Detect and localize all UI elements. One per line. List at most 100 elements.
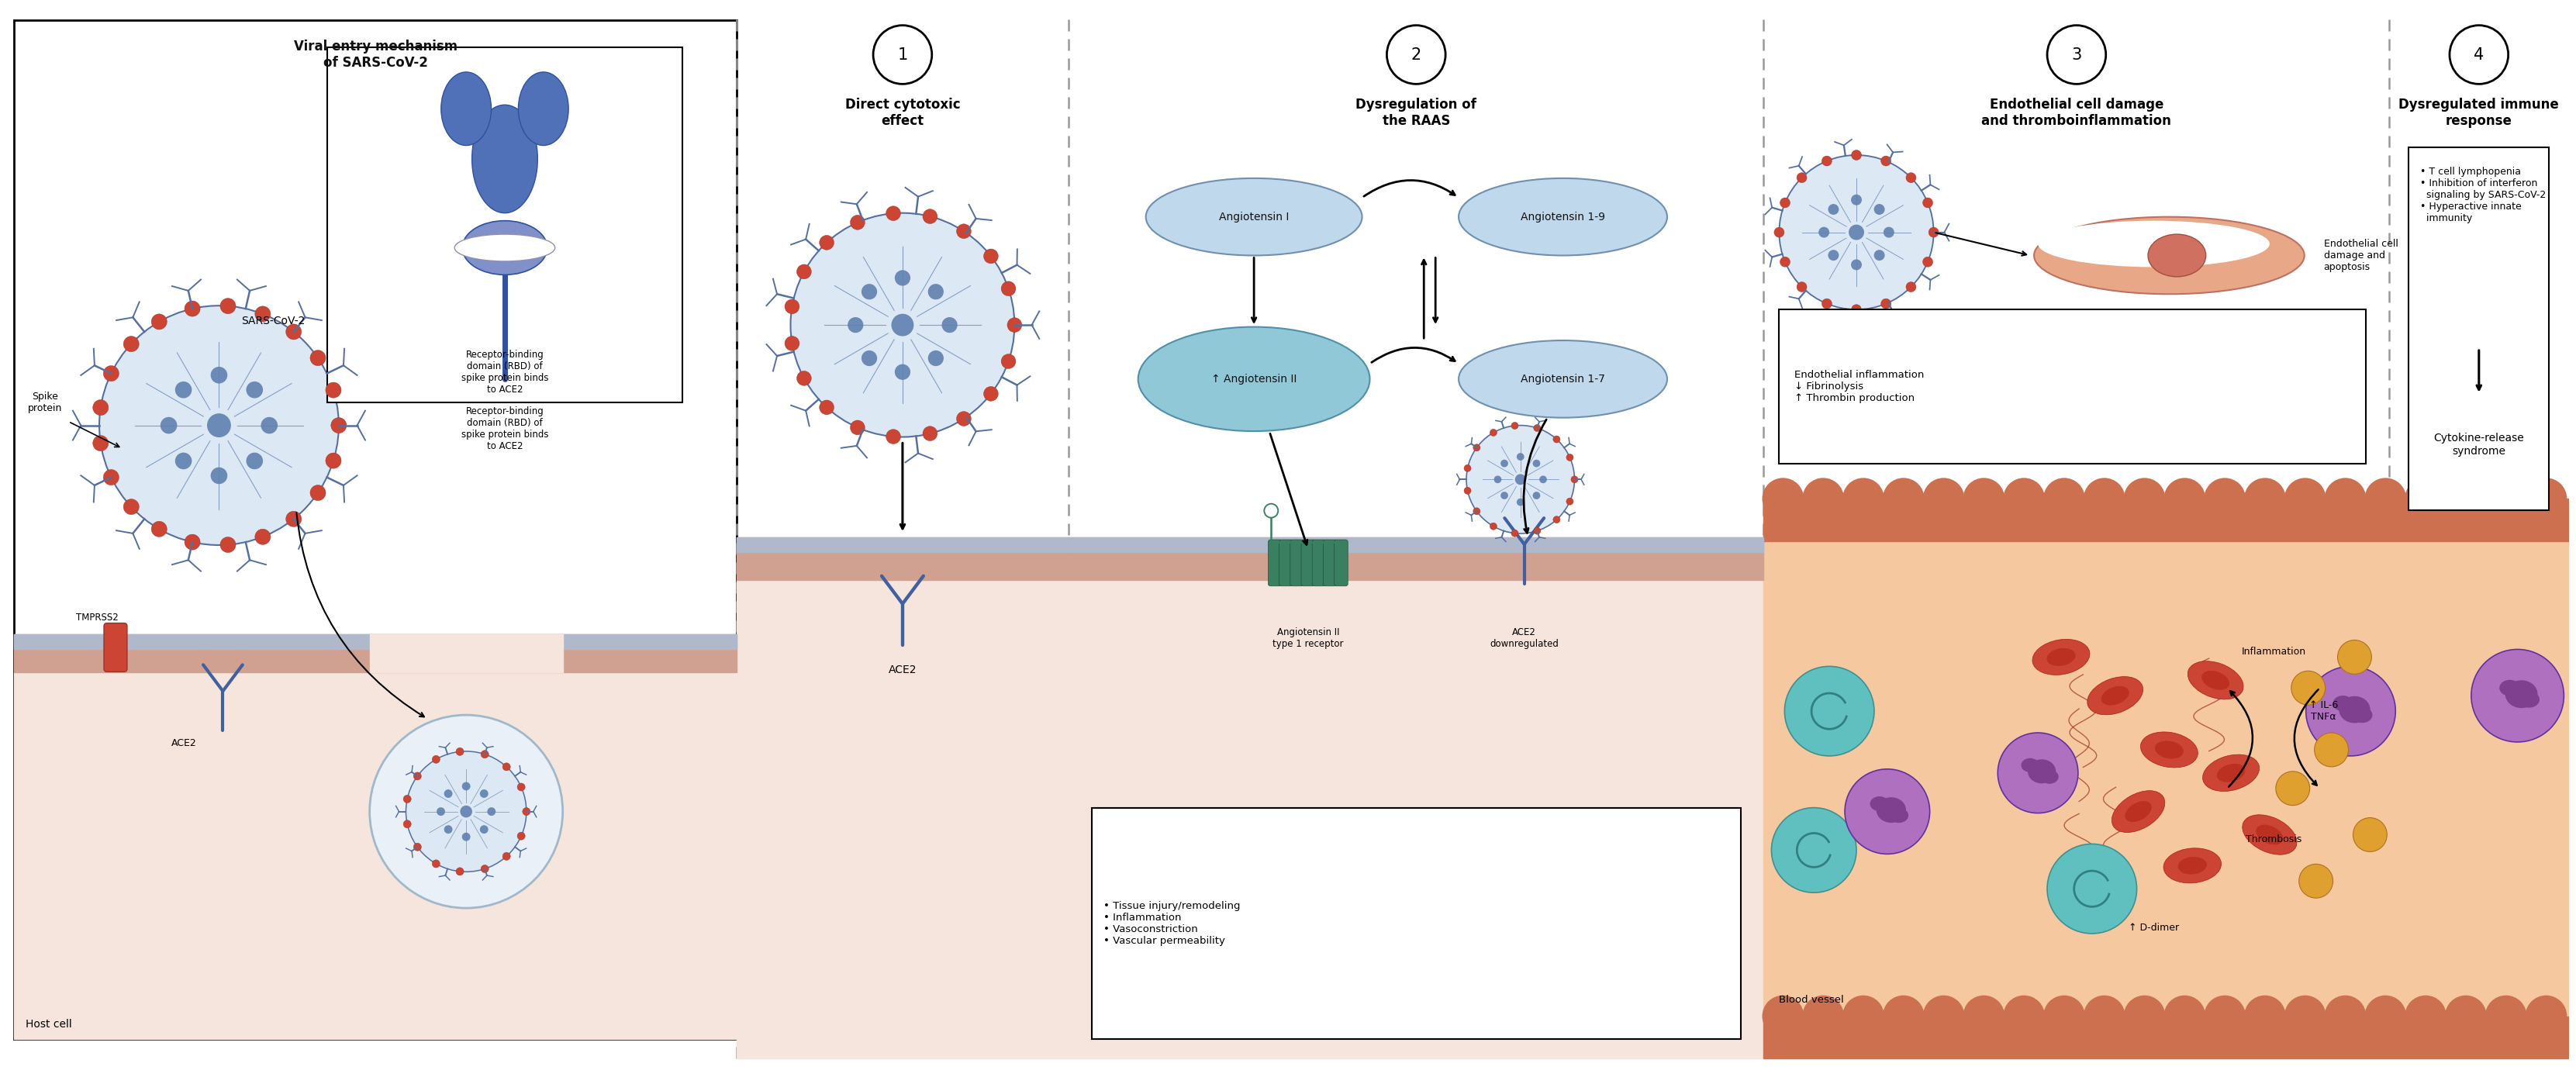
Circle shape <box>1922 257 1932 267</box>
Circle shape <box>2043 995 2084 1037</box>
Circle shape <box>502 763 510 771</box>
Circle shape <box>1494 476 1502 483</box>
Text: 1: 1 <box>896 47 907 63</box>
Circle shape <box>1929 228 1940 237</box>
Circle shape <box>956 224 971 238</box>
Text: Angiotensin II
type 1 receptor: Angiotensin II type 1 receptor <box>1273 627 1345 648</box>
Circle shape <box>860 284 876 299</box>
Circle shape <box>1515 474 1525 485</box>
FancyBboxPatch shape <box>103 623 126 672</box>
Text: TMPRSS2: TMPRSS2 <box>77 612 118 622</box>
Circle shape <box>404 795 412 803</box>
Ellipse shape <box>2164 848 2221 883</box>
Circle shape <box>2084 478 2125 519</box>
Circle shape <box>796 371 811 386</box>
Circle shape <box>2164 478 2205 519</box>
Circle shape <box>255 306 270 322</box>
Ellipse shape <box>2202 671 2228 689</box>
Text: 4: 4 <box>2473 47 2483 63</box>
Text: Blood vessel: Blood vessel <box>1780 994 1844 1005</box>
Circle shape <box>482 865 489 873</box>
Circle shape <box>1842 995 1883 1037</box>
Circle shape <box>1873 249 1886 260</box>
Circle shape <box>1002 282 1015 296</box>
Text: Inflammation: Inflammation <box>2241 647 2306 657</box>
Circle shape <box>443 825 453 834</box>
Circle shape <box>152 314 167 330</box>
Circle shape <box>1844 769 1929 854</box>
Circle shape <box>523 808 531 815</box>
Circle shape <box>2365 995 2406 1037</box>
Circle shape <box>1852 305 1862 314</box>
Text: Endothelial inflammation
↓ Fibrinolysis
↑ Thrombin production: Endothelial inflammation ↓ Fibrinolysis … <box>1795 370 1924 403</box>
Ellipse shape <box>471 105 538 212</box>
Circle shape <box>1533 492 1540 500</box>
Circle shape <box>124 336 139 351</box>
Ellipse shape <box>2022 758 2040 772</box>
Circle shape <box>2285 995 2326 1037</box>
FancyBboxPatch shape <box>1280 540 1293 586</box>
Circle shape <box>2048 844 2136 933</box>
Circle shape <box>260 417 278 434</box>
Text: SARS-CoV-2: SARS-CoV-2 <box>242 315 304 326</box>
Circle shape <box>415 843 422 851</box>
Text: Angiotensin 1-9: Angiotensin 1-9 <box>1520 211 1605 222</box>
Circle shape <box>1852 259 1862 270</box>
Circle shape <box>2445 478 2486 519</box>
Circle shape <box>1798 282 1806 292</box>
Ellipse shape <box>2352 707 2372 723</box>
Circle shape <box>1873 204 1886 215</box>
Circle shape <box>247 452 263 469</box>
Circle shape <box>175 452 191 469</box>
Text: Receptor-binding
domain (RBD) of
spike protein binds
to ACE2: Receptor-binding domain (RBD) of spike p… <box>461 406 549 451</box>
Circle shape <box>2205 995 2246 1037</box>
Ellipse shape <box>2506 681 2537 708</box>
Text: Direct cytotoxic
effect: Direct cytotoxic effect <box>845 98 961 128</box>
Circle shape <box>1922 197 1932 208</box>
Circle shape <box>1883 478 1924 519</box>
Circle shape <box>100 306 337 545</box>
Circle shape <box>404 821 412 828</box>
Circle shape <box>502 852 510 861</box>
Circle shape <box>325 453 340 468</box>
Text: • T cell lymphopenia
• Inhibition of interferon
  signaling by SARS-CoV-2
• Hype: • T cell lymphopenia • Inhibition of int… <box>2421 167 2545 223</box>
Circle shape <box>2352 817 2388 852</box>
Ellipse shape <box>2218 764 2246 783</box>
Circle shape <box>185 534 201 550</box>
Circle shape <box>1821 298 1832 309</box>
Circle shape <box>2336 640 2372 674</box>
Circle shape <box>103 365 118 382</box>
Ellipse shape <box>1458 340 1667 417</box>
Text: Host cell: Host cell <box>26 1019 72 1030</box>
Text: Endothelial cell
damage and
apoptosis: Endothelial cell damage and apoptosis <box>2324 238 2398 272</box>
Circle shape <box>1566 454 1574 461</box>
Ellipse shape <box>2202 754 2259 791</box>
Circle shape <box>894 364 909 379</box>
Circle shape <box>456 748 464 756</box>
Circle shape <box>219 537 237 553</box>
Circle shape <box>1780 155 1935 310</box>
Ellipse shape <box>2112 790 2164 833</box>
Ellipse shape <box>2499 680 2519 696</box>
Ellipse shape <box>2141 732 2197 767</box>
Circle shape <box>1829 249 1839 260</box>
Circle shape <box>2445 995 2486 1037</box>
Circle shape <box>160 417 178 434</box>
Ellipse shape <box>1875 797 1906 823</box>
Circle shape <box>943 318 958 333</box>
Circle shape <box>2205 478 2246 519</box>
Circle shape <box>1502 492 1507 500</box>
Circle shape <box>1489 522 1497 530</box>
Text: ↑ D-dimer: ↑ D-dimer <box>2128 922 2179 932</box>
Circle shape <box>2365 478 2406 519</box>
Circle shape <box>286 512 301 527</box>
FancyBboxPatch shape <box>2409 147 2550 511</box>
Circle shape <box>368 715 562 908</box>
Circle shape <box>1842 478 1883 519</box>
Text: ACE2
downregulated: ACE2 downregulated <box>1489 627 1558 648</box>
Text: 3: 3 <box>2071 47 2081 63</box>
Circle shape <box>786 336 799 351</box>
Circle shape <box>1963 995 2004 1037</box>
Circle shape <box>1553 516 1561 524</box>
Circle shape <box>407 751 526 872</box>
